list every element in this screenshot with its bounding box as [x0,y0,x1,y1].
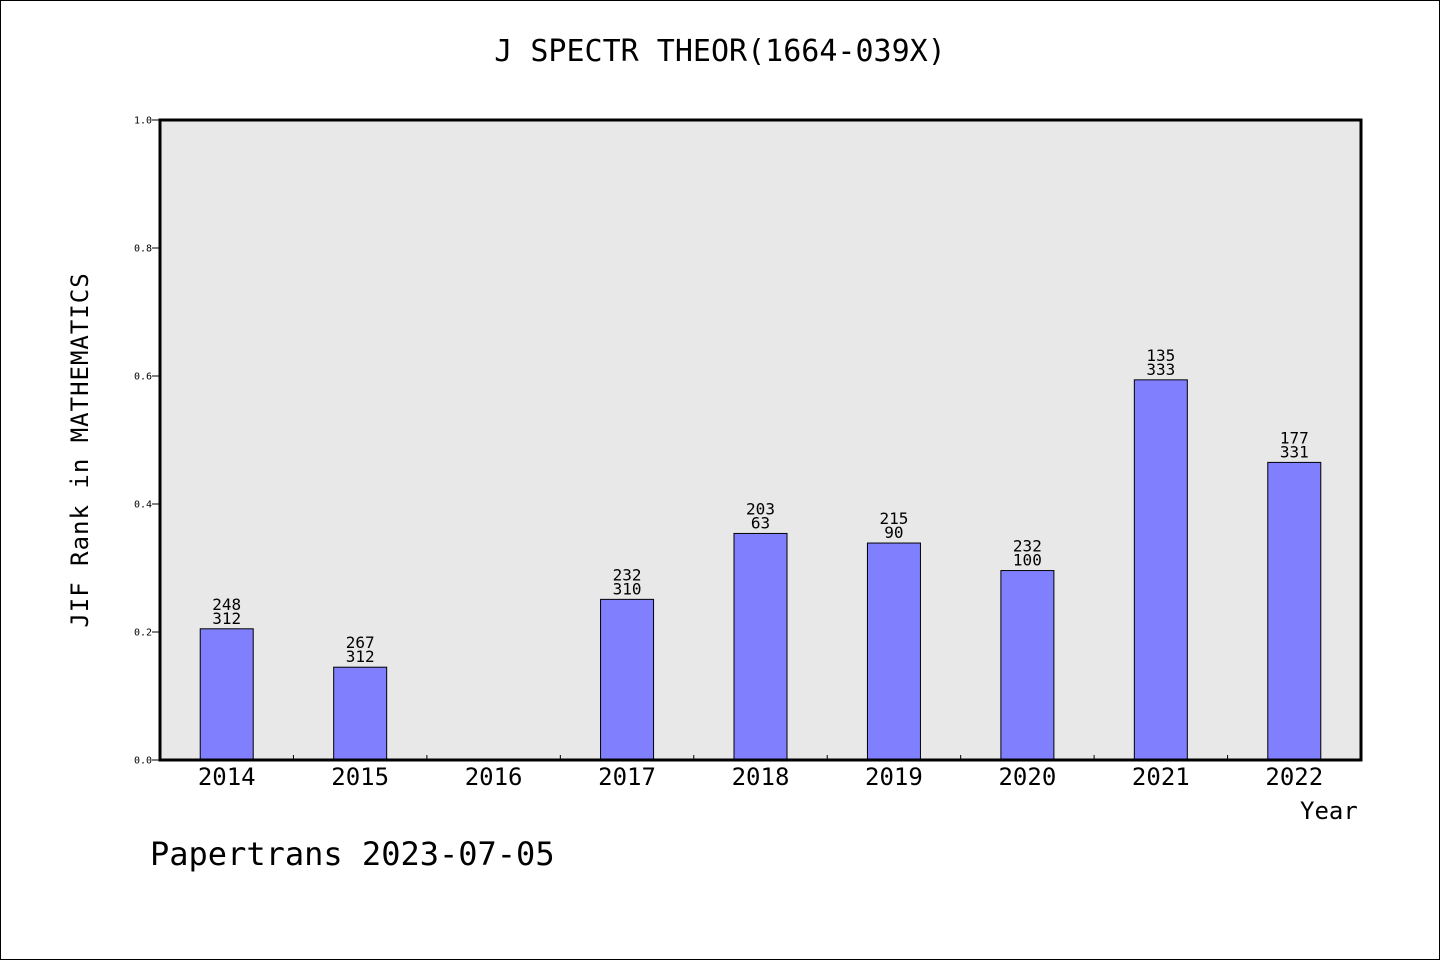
y-tick-label: 1.0 [134,116,152,127]
bar [1133,379,1188,761]
y-tick-label: 0.2 [134,628,152,639]
bar-label-bottom: 333 [1146,360,1175,379]
bar [866,542,921,761]
bar-label-bottom: 63 [751,513,770,532]
x-tick-label: 2015 [331,763,389,791]
bar-label-top: 135 [1146,346,1175,365]
x-tick-label: 2019 [865,763,923,791]
bar-label-bottom: 312 [212,609,241,628]
x-tick-label: 2017 [598,763,656,791]
x-axis-label: Year [1300,797,1358,825]
bar-label-bottom: 331 [1280,442,1309,461]
y-tick-label: 0.0 [134,756,152,767]
bar-label-top: 232 [613,565,642,584]
x-tick-label: 2022 [1265,763,1323,791]
bar-label-bottom: 100 [1013,551,1042,570]
bar [733,532,788,761]
x-tick-label: 2020 [998,763,1056,791]
bar-label-bottom: 90 [884,523,903,542]
bar-label-bottom: 310 [613,579,642,598]
plot-border [158,118,1363,762]
x-tick-label: 2021 [1132,763,1190,791]
chart-title: J SPECTR THEOR(1664-039X) [494,34,946,69]
bar [600,598,655,761]
bar [333,666,388,761]
y-tick-label: 0.8 [134,244,152,255]
y-tick-label: 0.6 [134,372,152,383]
bar-label-bottom: 312 [346,647,375,666]
footer-watermark: Papertrans 2023-07-05 [150,835,555,873]
bar-label-top: 203 [746,499,775,518]
bar-label-top: 248 [212,595,241,614]
x-tick-label: 2014 [198,763,256,791]
bar [199,628,254,761]
bar-label-top: 215 [879,509,908,528]
bar-label-top: 232 [1013,537,1042,556]
bar-label-top: 267 [346,633,375,652]
bar-label-top: 177 [1280,428,1309,447]
x-tick-label: 2016 [465,763,523,791]
y-tick-label: 0.4 [134,500,152,511]
bar [1000,570,1055,761]
bar [1267,461,1322,761]
x-tick-label: 2018 [732,763,790,791]
